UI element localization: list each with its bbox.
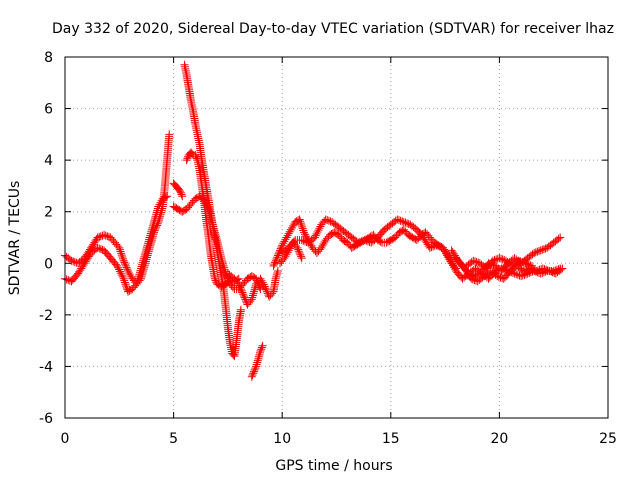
- data-point-markers: [169, 179, 187, 201]
- axis-ticks: [64, 56, 609, 419]
- chart-title: Day 332 of 2020, Sidereal Day-to-day VTE…: [52, 21, 614, 37]
- data-points: [61, 60, 567, 381]
- series-track-14: [462, 254, 536, 273]
- y-tick-label: 2: [44, 205, 53, 221]
- series-track-3: [180, 60, 245, 361]
- data-point-markers: [447, 246, 567, 286]
- series-track-5: [169, 192, 265, 294]
- x-tick-label: 15: [382, 431, 400, 447]
- y-axis-label: SDTVAR / TECUs: [7, 181, 23, 296]
- x-axis-label: GPS time / hours: [275, 458, 392, 474]
- y-tick-label: -4: [39, 359, 53, 375]
- series-track-11: [276, 238, 306, 268]
- data-point-markers: [462, 254, 536, 273]
- x-tick-label: 5: [169, 431, 178, 447]
- x-tick-labels: 0 5 10 15 20 25: [61, 431, 617, 447]
- data-point-markers: [180, 60, 245, 361]
- series-track-13: [447, 246, 567, 286]
- data-point-markers: [247, 341, 267, 381]
- series-track-8: [247, 341, 267, 381]
- y-tick-labels: -6 -4 -2 0 2 4 6 8: [39, 50, 53, 427]
- y-tick-label: 8: [44, 50, 53, 66]
- data-point-markers: [169, 192, 265, 294]
- x-tick-label: 25: [599, 431, 617, 447]
- y-tick-label: -2: [39, 308, 53, 324]
- plot-frame: [64, 56, 609, 419]
- series-track-6: [169, 179, 187, 201]
- data-point-markers: [223, 267, 282, 309]
- x-tick-label: 0: [61, 431, 70, 447]
- y-tick-label: -6: [39, 411, 53, 427]
- x-tick-label: 20: [490, 431, 508, 447]
- x-tick-label: 10: [273, 431, 291, 447]
- y-tick-label: 0: [44, 256, 53, 272]
- series-track-7: [223, 267, 282, 309]
- data-point-markers: [276, 238, 306, 268]
- y-tick-label: 4: [44, 153, 53, 169]
- y-tick-label: 6: [44, 102, 53, 118]
